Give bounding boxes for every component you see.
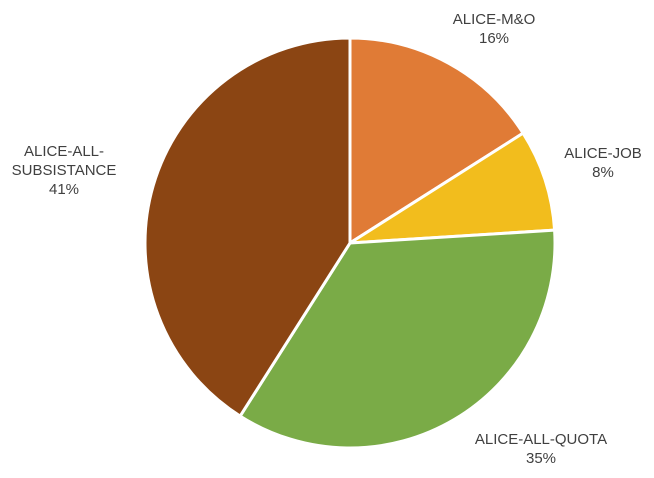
slice-percent: 41% (49, 181, 79, 198)
slice-name-line: SUBSISTANCE (12, 162, 117, 179)
slice-label-1: ALICE-JOB 8% (564, 145, 642, 181)
slice-label-3: ALICE-ALL- SUBSISTANCE 41% (12, 143, 117, 198)
slice-percent: 8% (592, 164, 614, 181)
pie-slice-0 (348, 36, 525, 245)
slice-label-2: ALICE-ALL-QUOTA 35% (475, 431, 607, 467)
slice-name-line: ALICE-ALL- (24, 143, 104, 160)
pie-slice-2 (238, 228, 557, 450)
pie-slices (143, 36, 557, 450)
slice-name-line: ALICE-ALL-QUOTA (475, 431, 607, 448)
slice-name-line: ALICE-M&O (453, 11, 536, 28)
pie-labels: ALICE-M&O 16% ALICE-JOB 8% ALICE-ALL-QUOTA 35… (12, 11, 642, 467)
slice-percent: 16% (479, 30, 509, 47)
slice-name-line: ALICE-JOB (564, 145, 642, 162)
slice-percent: 35% (526, 450, 556, 467)
pie-slice-3 (143, 36, 352, 418)
slice-label-0: ALICE-M&O 16% (453, 11, 536, 47)
pie-slice-1 (348, 131, 557, 245)
